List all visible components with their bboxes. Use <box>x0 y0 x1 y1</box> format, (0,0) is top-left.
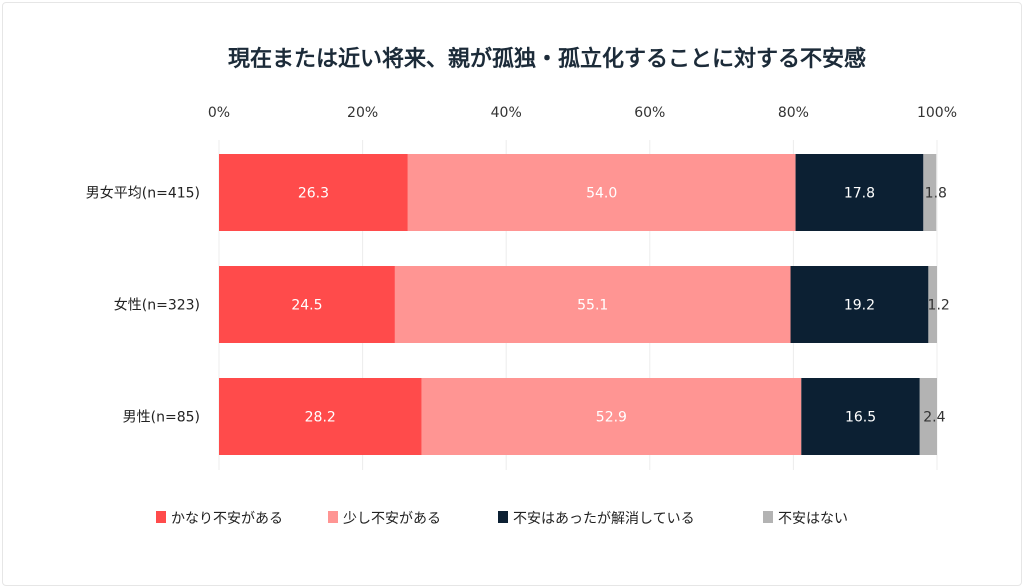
bar-segment <box>928 266 937 343</box>
y-axis-labels: 男女平均(n=415) 女性(n=323) 男性(n=85) <box>86 185 200 426</box>
legend: かなり不安がある 少し不安がある 不安はあったが解消している 不安はない <box>156 511 848 527</box>
bar-segment <box>790 266 929 343</box>
legend-swatch <box>156 511 166 523</box>
legend-swatch <box>498 511 508 523</box>
data-label: 55.1 <box>577 298 608 314</box>
data-label: 1.2 <box>928 298 950 314</box>
bar-segment <box>421 378 802 455</box>
bar-segment <box>923 154 937 231</box>
legend-label: 少し不安がある <box>343 511 441 527</box>
data-label: 1.8 <box>925 186 947 202</box>
data-label: 24.5 <box>291 298 322 314</box>
x-axis-ticks: 0% 20% 40% 60% 80% 100% <box>208 105 957 121</box>
x-tick-label: 80% <box>778 105 809 121</box>
legend-swatch <box>763 511 773 523</box>
data-label: 26.3 <box>298 186 329 202</box>
bar-segment <box>219 378 422 455</box>
y-category-label: 男女平均(n=415) <box>86 185 200 202</box>
bar-segment <box>407 154 796 231</box>
bar-segment <box>219 154 408 231</box>
bar-segment <box>394 266 791 343</box>
legend-swatch <box>328 511 338 523</box>
data-label: 28.2 <box>305 410 336 426</box>
x-tick-label: 40% <box>491 105 522 121</box>
data-label: 19.2 <box>844 298 875 314</box>
x-tick-label: 100% <box>917 105 957 121</box>
y-category-label: 男性(n=85) <box>123 410 200 426</box>
x-tick-label: 20% <box>347 105 378 121</box>
y-category-label: 女性(n=323) <box>114 297 200 314</box>
data-label: 2.4 <box>923 410 945 426</box>
x-tick-label: 60% <box>634 105 665 121</box>
bars: 26.3 54.0 17.8 1.8 24.5 55.1 19.2 1.2 28.2 52.9 16… <box>219 154 950 455</box>
data-label: 17.8 <box>844 186 875 202</box>
data-label: 16.5 <box>845 410 876 426</box>
bar-segment <box>919 378 937 455</box>
legend-label: 不安はない <box>778 511 848 527</box>
chart-title: 現在または近い将来、親が孤独・孤立化することに対する不安感 <box>228 46 866 72</box>
data-label: 52.9 <box>596 410 627 426</box>
legend-label: かなり不安がある <box>171 511 283 527</box>
bar-segment <box>795 154 924 231</box>
bar-segment <box>801 378 920 455</box>
bar-segment <box>219 266 395 343</box>
data-label: 54.0 <box>586 186 617 202</box>
legend-label: 不安はあったが解消している <box>513 511 695 527</box>
x-tick-label: 0% <box>208 105 230 121</box>
